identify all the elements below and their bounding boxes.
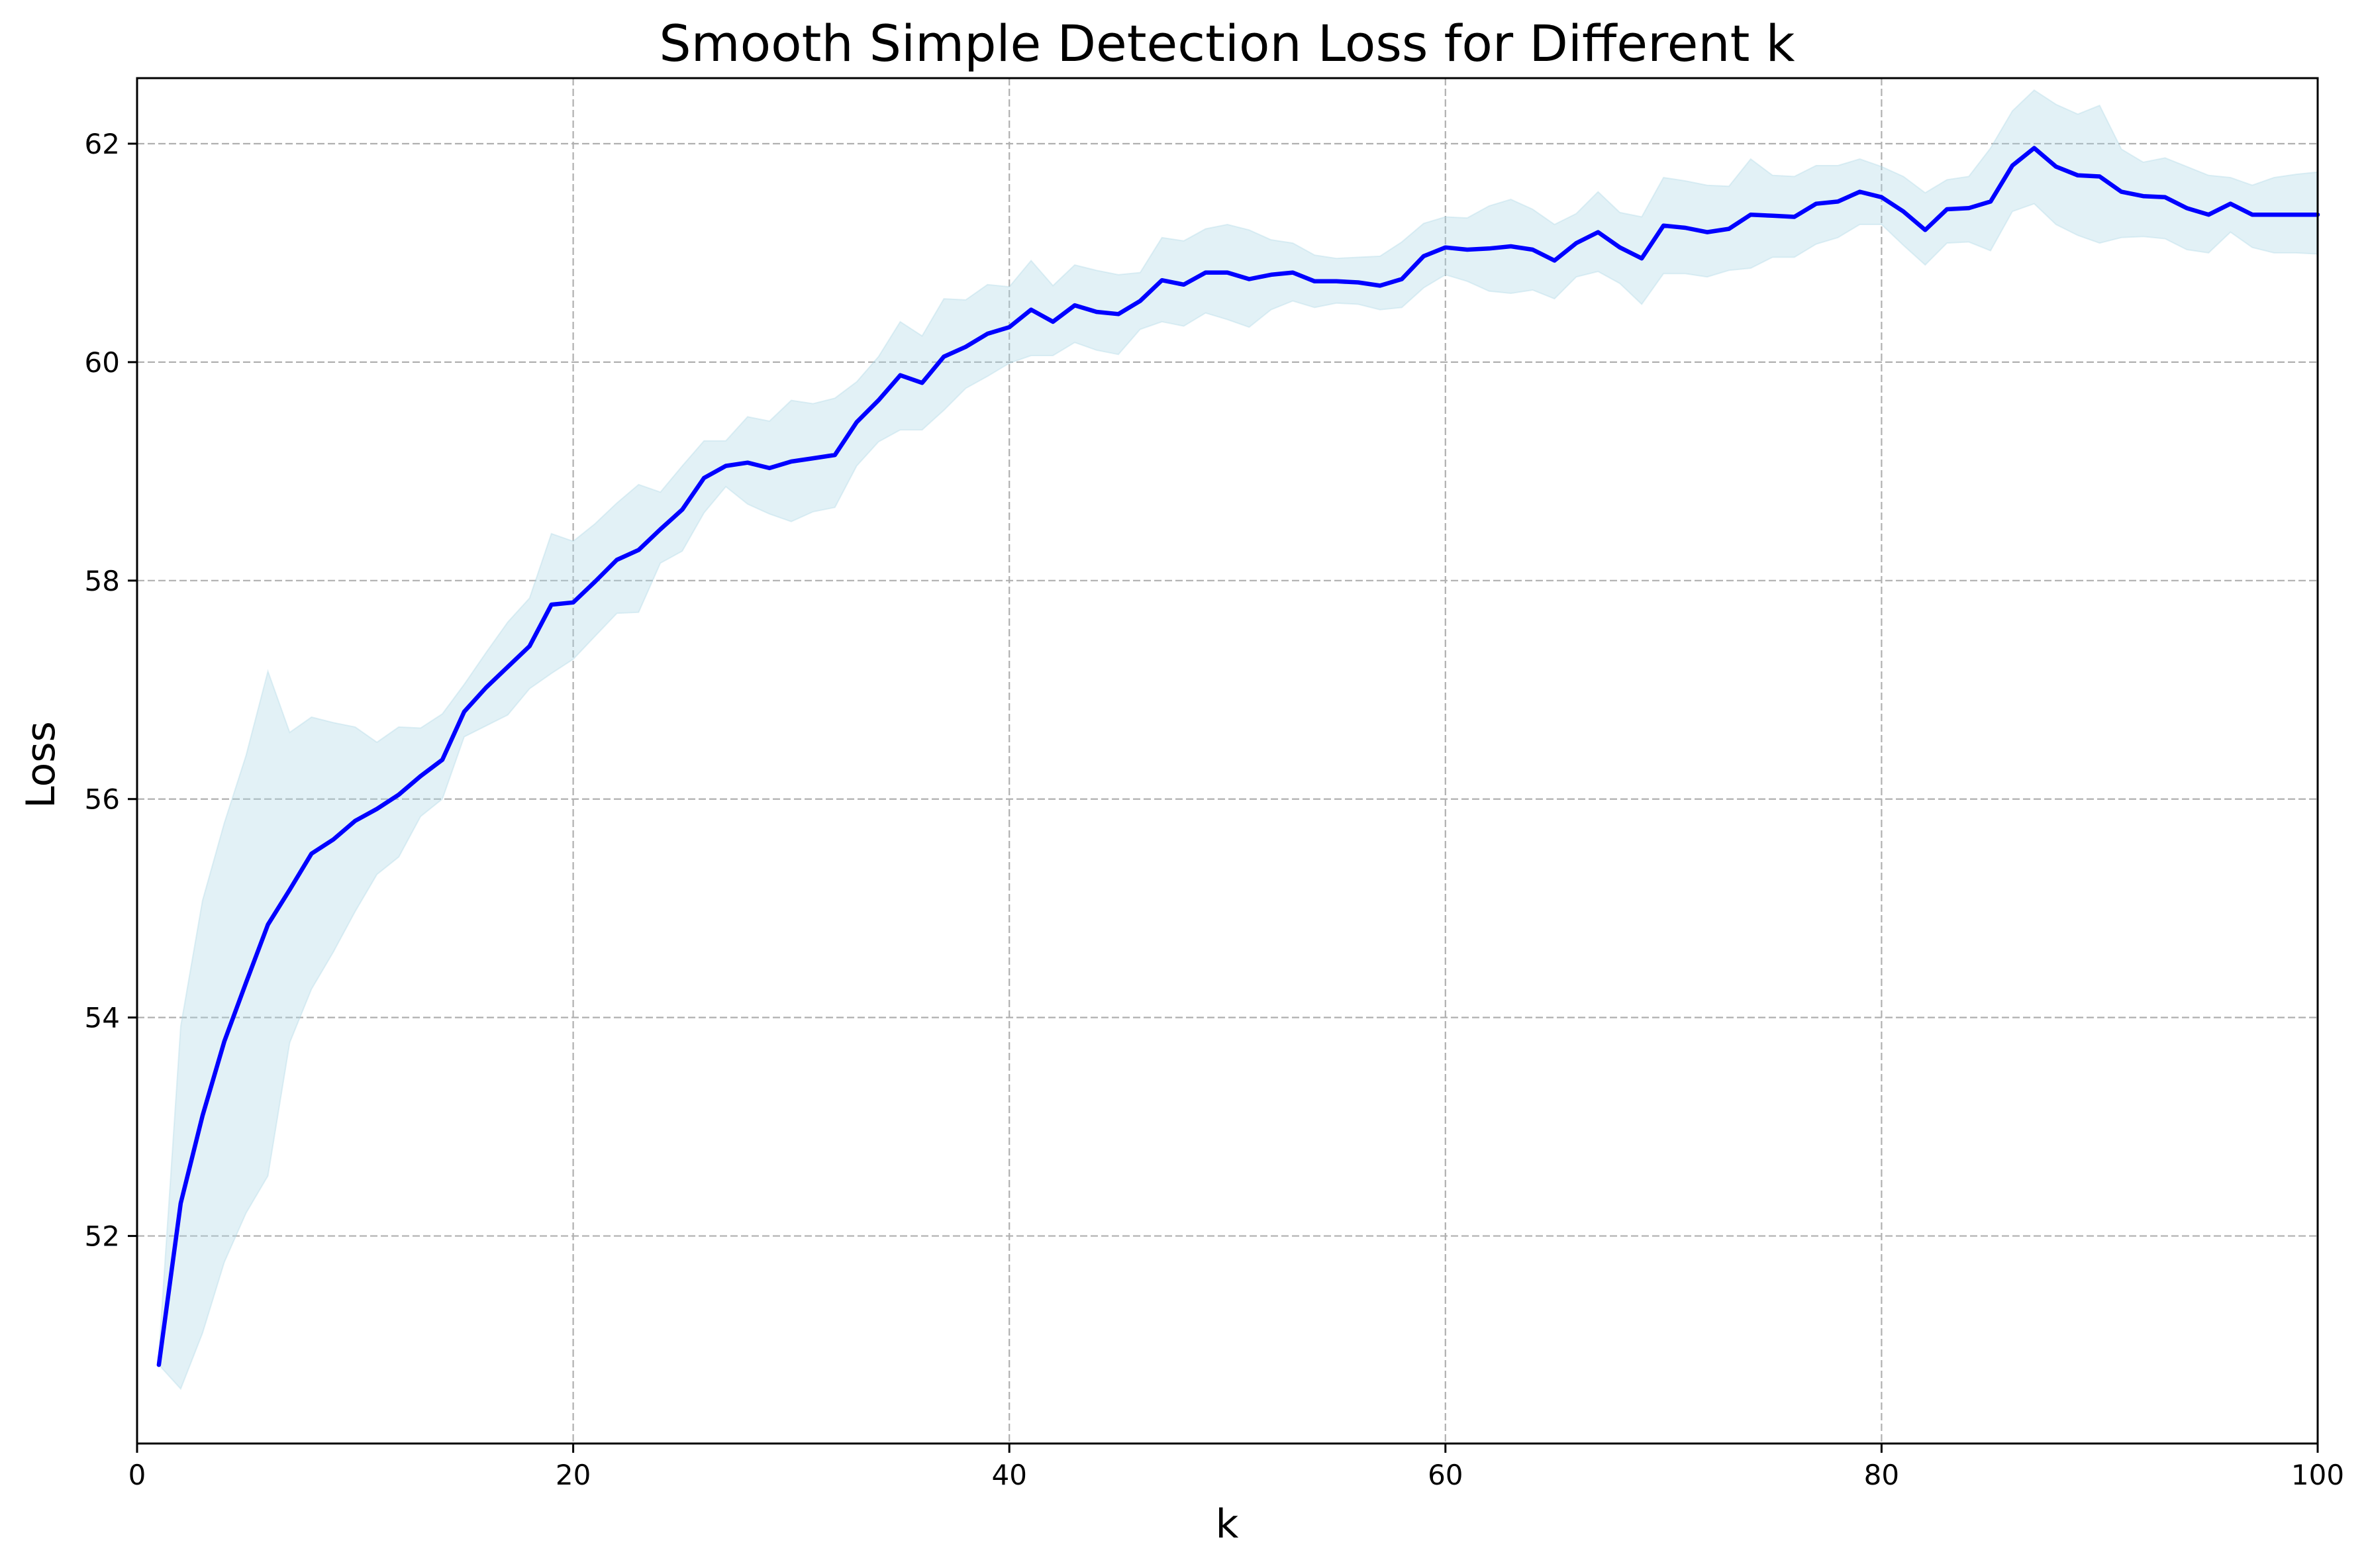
y-tick-label: 62 — [85, 128, 120, 160]
x-tick-label: 100 — [2291, 1459, 2344, 1491]
series-line-layer — [156, 146, 2320, 1367]
chart-title: Smooth Simple Detection Loss for Differe… — [659, 14, 1795, 73]
y-tick-label: 58 — [85, 565, 120, 597]
y-tick-label: 52 — [85, 1220, 120, 1253]
y-tick-label: 56 — [85, 783, 120, 816]
x-tick-label: 20 — [556, 1459, 591, 1491]
x-axis-label: k — [1216, 1501, 1239, 1547]
mean-loss-line — [156, 146, 2320, 1367]
y-tick-label: 60 — [85, 346, 120, 379]
x-tick-label: 60 — [1428, 1459, 1463, 1491]
x-axis-ticks: 0 20 40 60 80 100 — [128, 1444, 2344, 1491]
x-tick-label: 80 — [1864, 1459, 1899, 1491]
axes-frame — [136, 77, 2319, 1445]
y-tick-label: 54 — [85, 1002, 120, 1034]
y-axis-ticks: 52 54 56 58 60 62 — [85, 128, 137, 1253]
y-axis-label: Loss — [18, 721, 64, 808]
plot-frame — [136, 77, 2319, 1445]
x-tick-label: 0 — [128, 1459, 146, 1491]
grid-lines — [136, 78, 2319, 1444]
x-tick-label: 40 — [991, 1459, 1026, 1491]
